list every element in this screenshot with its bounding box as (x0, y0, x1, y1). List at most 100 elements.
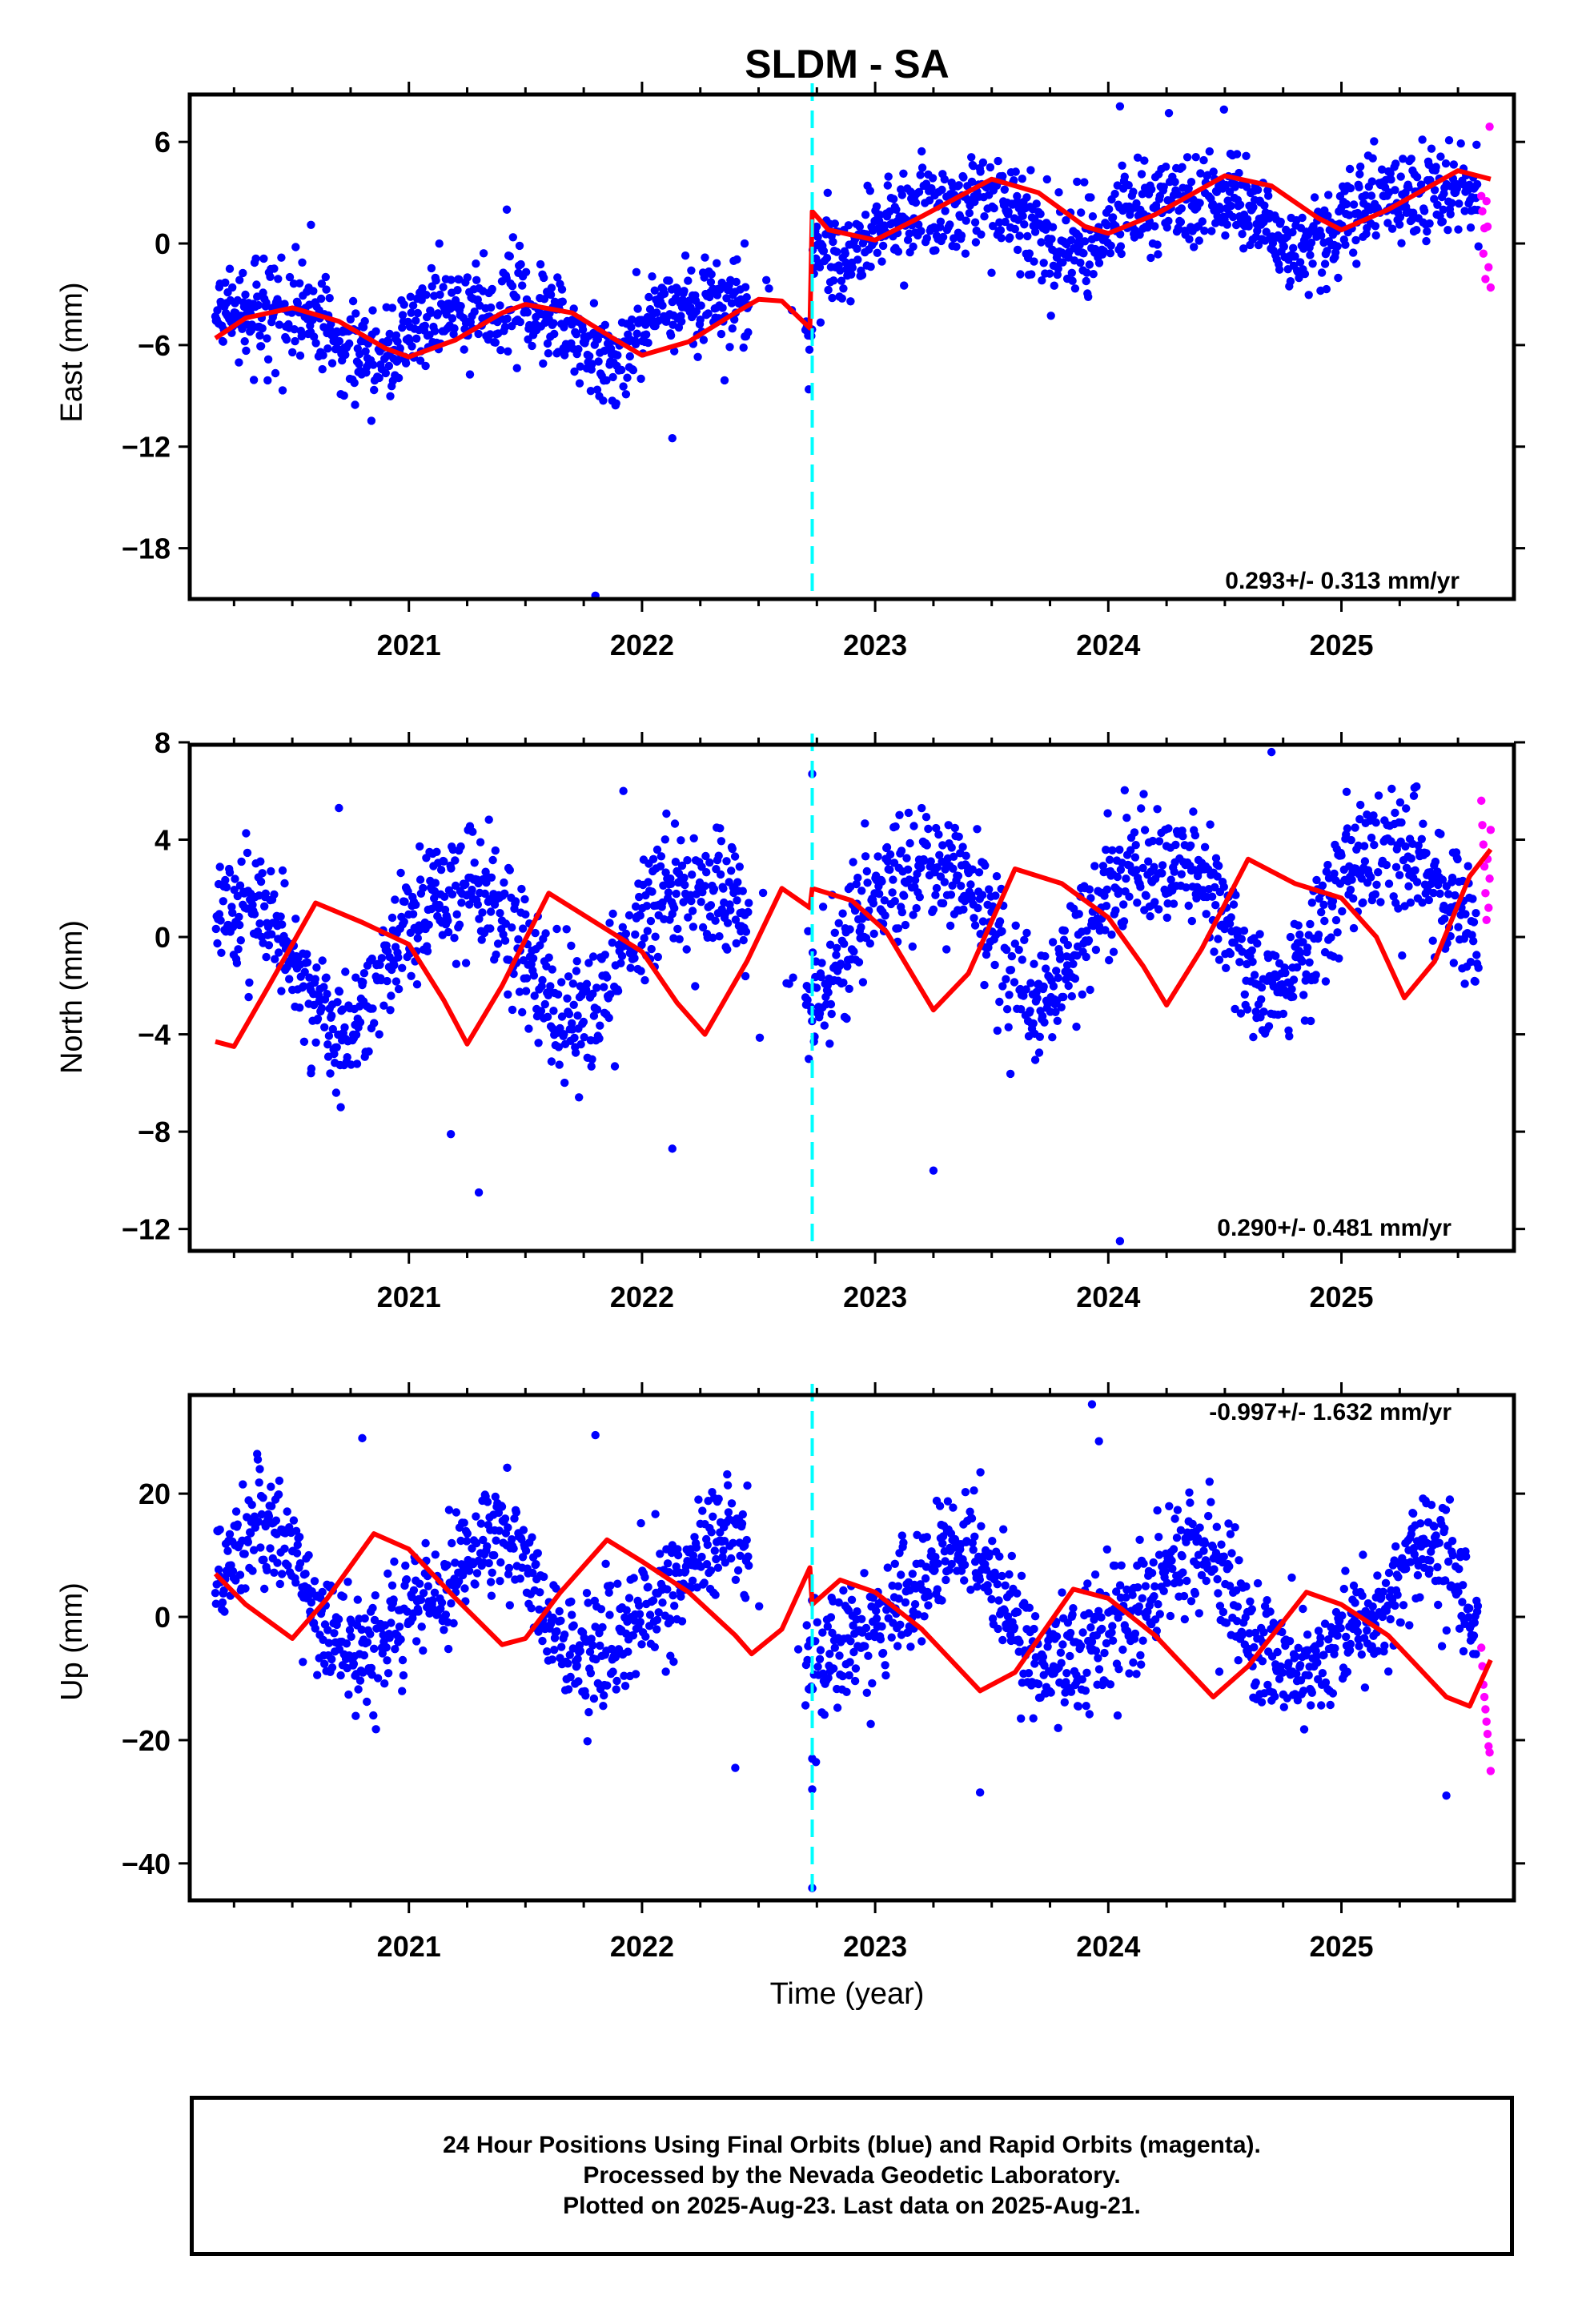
east-final-orbit-point (1397, 239, 1406, 247)
north-final-orbit-point (950, 852, 958, 862)
north-final-orbit-point (476, 838, 485, 846)
up-final-orbit-point (505, 1601, 514, 1610)
up-final-orbit-point (604, 1588, 613, 1597)
up-final-orbit-point (1138, 1594, 1147, 1603)
up-final-orbit-point (572, 1661, 581, 1671)
north-final-orbit-point (651, 932, 660, 941)
east-final-orbit-point (1186, 178, 1196, 187)
north-final-orbit-point (340, 1023, 349, 1032)
east-final-orbit-point (1094, 259, 1104, 267)
east-final-orbit-point (1000, 185, 1010, 194)
north-final-orbit-point (643, 927, 652, 935)
north-final-orbit-point (262, 952, 271, 962)
north-final-orbit-point (1394, 904, 1403, 913)
north-final-orbit-point (1010, 978, 1019, 987)
east-final-orbit-point (553, 273, 562, 282)
east-final-orbit-point (412, 316, 420, 325)
up-final-orbit-point (471, 1580, 480, 1589)
north-final-orbit-point (789, 973, 797, 982)
east-xtick-label: 2021 (377, 629, 441, 661)
up-final-orbit-point (447, 1599, 456, 1608)
up-final-orbit-point (1138, 1636, 1147, 1645)
north-final-orbit-point (521, 910, 530, 919)
north-final-orbit-point (1005, 991, 1014, 999)
north-final-orbit-point (825, 940, 835, 949)
east-final-orbit-point (1446, 210, 1455, 219)
east-final-orbit-point (1412, 173, 1422, 182)
north-final-orbit-point (681, 880, 689, 890)
up-final-orbit-point (261, 1522, 270, 1531)
east-final-orbit-point (967, 153, 976, 162)
north-final-orbit-point (820, 1021, 829, 1030)
north-final-orbit-point (1321, 977, 1331, 986)
up-final-orbit-point (584, 1598, 592, 1607)
up-final-orbit-point (727, 1499, 737, 1508)
up-final-orbit-point (1058, 1588, 1066, 1597)
north-rapid-orbit-point (1478, 821, 1487, 830)
east-final-orbit-point (722, 294, 731, 303)
east-final-orbit-point (765, 284, 773, 293)
east-final-orbit-point (472, 259, 480, 268)
up-final-orbit-point (582, 1589, 592, 1598)
east-final-orbit-point (391, 331, 401, 340)
north-final-orbit-point (1011, 921, 1020, 931)
east-final-orbit-point (928, 174, 938, 183)
up-final-orbit-point (985, 1549, 994, 1558)
north-final-orbit-point (1137, 804, 1146, 813)
up-final-orbit-point (1307, 1701, 1315, 1710)
north-final-orbit-point (958, 842, 967, 851)
east-final-orbit-point (317, 279, 327, 288)
east-final-orbit-point (225, 264, 235, 273)
up-final-orbit-point (849, 1647, 858, 1657)
north-final-orbit-point (970, 921, 980, 930)
east-final-orbit-point (394, 373, 404, 383)
north-final-orbit-point (1237, 935, 1247, 943)
east-final-orbit-point (1037, 238, 1046, 247)
north-final-orbit-point (1138, 863, 1147, 873)
north-final-orbit-point (322, 973, 331, 982)
east-final-orbit-point (665, 276, 673, 285)
east-final-orbit-point (1018, 211, 1027, 220)
up-final-orbit-point (829, 1664, 838, 1673)
north-final-orbit-point (852, 879, 861, 889)
north-final-orbit-point (617, 951, 627, 961)
east-final-orbit-point (633, 304, 642, 313)
up-final-orbit-point (1186, 1597, 1196, 1606)
north-final-orbit-point (701, 882, 709, 891)
up-final-orbit-point (463, 1529, 472, 1538)
east-final-orbit-point (837, 276, 846, 285)
up-final-orbit-point (1125, 1669, 1134, 1678)
up-final-orbit-point (378, 1649, 387, 1658)
east-final-orbit-point (1370, 137, 1379, 146)
east-final-orbit-point (697, 301, 705, 310)
east-final-orbit-point (1356, 162, 1365, 171)
east-final-orbit-point (718, 304, 727, 312)
north-final-orbit-point (1472, 951, 1481, 959)
north-final-orbit-point (947, 843, 956, 852)
north-final-orbit-point (1466, 958, 1476, 967)
east-final-orbit-point (813, 232, 822, 242)
east-final-orbit-point (505, 251, 514, 261)
up-final-orbit-point (462, 1537, 472, 1546)
north-xtick-label: 2023 (843, 1281, 907, 1313)
north-final-orbit-point (468, 885, 476, 895)
north-final-orbit-point (529, 971, 539, 980)
up-final-orbit-point (1013, 1607, 1022, 1617)
north-final-orbit-point (584, 959, 593, 967)
up-final-orbit-point (1279, 1703, 1289, 1711)
up-final-orbit-point (1139, 1559, 1148, 1568)
north-final-orbit-point (1189, 807, 1198, 816)
north-final-orbit-point (244, 992, 253, 1002)
north-final-orbit-point (1319, 900, 1328, 910)
north-final-orbit-point (1264, 1022, 1274, 1031)
up-final-orbit-point (1175, 1578, 1184, 1587)
north-final-orbit-point (1030, 959, 1038, 968)
up-final-orbit-point (1225, 1562, 1234, 1571)
up-final-orbit-point (1154, 1533, 1163, 1542)
east-final-orbit-point (387, 304, 397, 312)
up-final-orbit-point (711, 1590, 720, 1599)
up-final-orbit-point (935, 1502, 945, 1510)
east-final-orbit-point (1046, 312, 1055, 320)
north-final-orbit-point (891, 822, 900, 831)
north-final-orbit-point (1370, 840, 1379, 850)
